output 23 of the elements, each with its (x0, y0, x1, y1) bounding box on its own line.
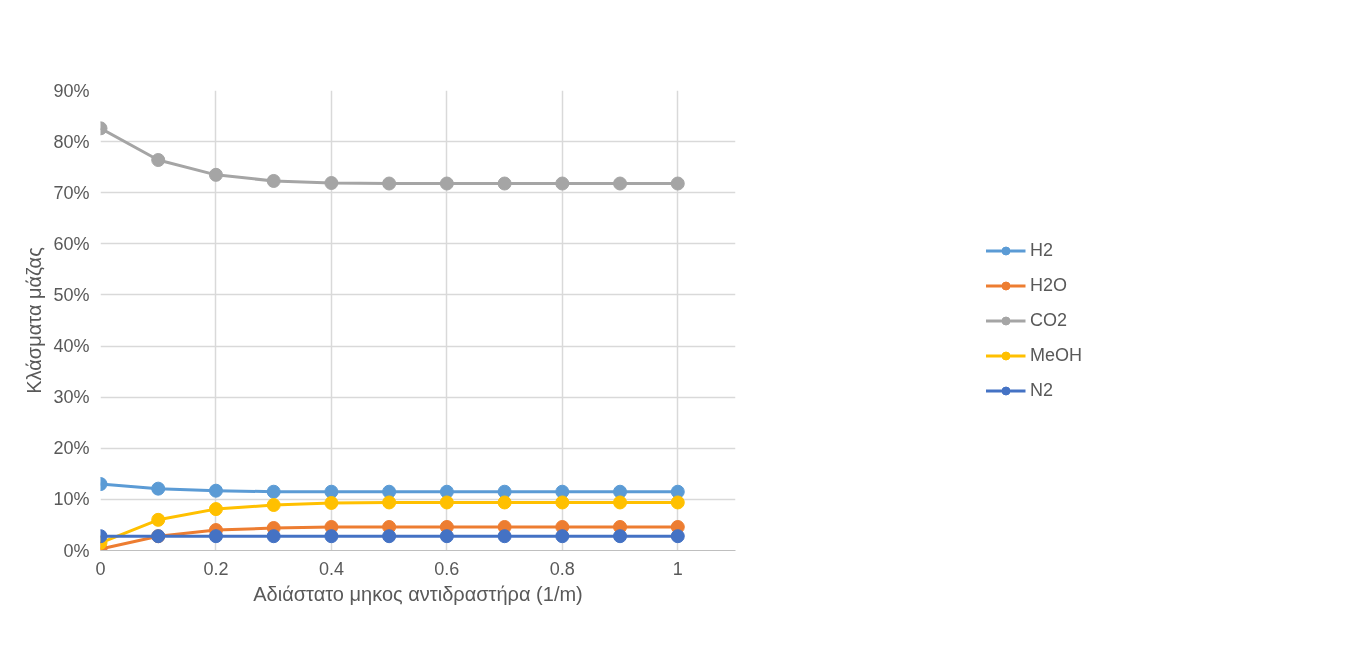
y-tick-label: 0% (63, 540, 90, 561)
legend-label: H2 (1030, 239, 1054, 261)
x-tick-label: 1 (672, 558, 683, 579)
y-axis-title: Κλάσματα μάζας (23, 246, 46, 394)
x-tick-label: 0.6 (434, 558, 460, 579)
y-tick-label: 90% (53, 80, 90, 101)
y-tick-label: 30% (53, 387, 90, 408)
y-tick-label: 60% (53, 233, 90, 254)
y-tick-label: 10% (53, 489, 90, 510)
y-tick-label: 50% (53, 284, 90, 305)
x-tick-label: 0 (95, 558, 106, 579)
x-axis-title: Αδιάστατο μηκος αντιδραστήρα (1/m) (253, 582, 583, 605)
y-tick-label: 80% (53, 131, 90, 152)
y-tick-label: 70% (53, 182, 90, 203)
legend-label: MeOH (1030, 344, 1083, 366)
legend-label: N2 (1030, 379, 1054, 401)
y-tick-label: 20% (53, 438, 90, 459)
x-tick-label: 0.4 (318, 558, 344, 579)
legend-label: CO2 (1030, 309, 1068, 331)
y-tick-label: 40% (53, 336, 90, 357)
x-tick-label: 0.2 (203, 558, 229, 579)
legend-label: H2O (1030, 274, 1068, 296)
x-tick-label: 0.8 (549, 558, 575, 579)
